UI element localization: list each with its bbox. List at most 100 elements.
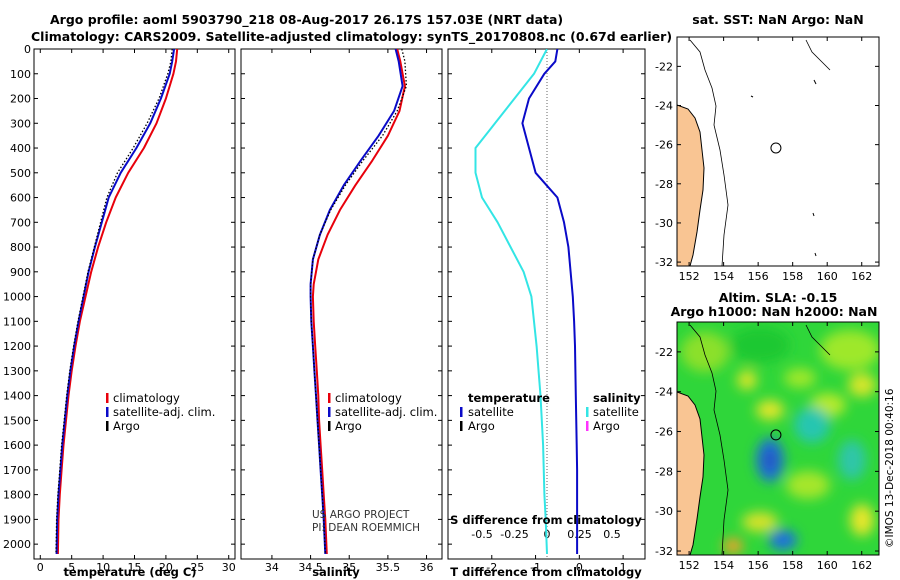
australia-land [677,104,705,266]
sla-blob [769,530,797,550]
imos-credit: ©IMOS 13-Dec-2018 00:40:16 [884,388,896,548]
sst-map-frame [676,36,880,267]
s-difference-axis: -0.5 -0.25 0 0.25 0.5 [471,528,620,541]
sla-blob [681,332,729,372]
x-tick-label: 34 [265,561,279,574]
sla-blob [794,407,830,443]
s-difference-label: S difference from climatology [450,513,642,527]
depth-tick-label: 1000 [3,291,31,304]
s-tick-label: 0.5 [603,528,621,541]
diff-legend-swatch-s-satellite [586,407,589,417]
lon-tick-label: 160 [817,270,838,283]
x-tick-label: 15 [128,561,142,574]
x-tick-label: 35.5 [376,561,401,574]
sst-map-title: sat. SST: NaN Argo: NaN [692,12,863,27]
difference-plot-frame [447,48,646,560]
series-line-climatology [311,49,406,555]
depth-tick-label: 500 [10,167,31,180]
reef-contour-5 [814,252,817,257]
x-tick-label: 36 [420,561,434,574]
diff-legend-swatch-t-argo [460,421,463,431]
lon-tick-label: 152 [679,270,700,283]
temperature-legend: climatology satellite-adj. clim. Argo [106,391,215,433]
lon-tick-label: 154 [713,270,734,283]
lat-tick-label: -30 [655,217,673,230]
x-tick-label: -2 [486,561,497,574]
x-tick-label: 0 [576,561,583,574]
legend-temperature-title: temperature [468,391,550,405]
sal-legend-argo: Argo [335,419,362,433]
sst-map: sat. SST: NaN Argo: NaN 152 154 156 158 160 1… [655,12,880,283]
x-tick-label: 30 [222,561,236,574]
lat-tick-label: -32 [655,545,673,558]
reef-contour-3 [750,95,754,98]
diff-legend-swatch-t-satellite [460,407,463,417]
sst-map-sea [677,37,879,266]
project-annotation-line1: US ARGO PROJECT [312,509,410,521]
lon-tick-label: 158 [782,559,803,572]
lat-tick-label: -26 [655,426,673,439]
legend-satellite-adj: satellite-adj. clim. [113,405,215,419]
sla-blob [742,512,778,532]
depth-axis: 0 100 200 300 400 500 600 700 800 900 1000 1100 1200… [3,43,235,551]
t-difference-x-axis: -2 -1 0 1 [486,49,627,574]
lat-tick-label: -24 [655,100,673,113]
legend-s-satellite: satellite [593,405,639,419]
reef-contour-1 [805,39,831,71]
lon-tick-label: 156 [748,559,769,572]
lon-tick-label: 152 [679,559,700,572]
lat-tick-label: -24 [655,386,673,399]
altimetry-map: Altim. SLA: -0.15 Argo h1000: NaN h2000:… [655,290,880,572]
series-line-temperature-satellite [521,49,579,554]
depth-tick-label: 400 [10,142,31,155]
difference-legend: temperature satellite Argo salinity sate… [460,391,641,433]
depth-tick-label: 1300 [3,365,31,378]
salinity-x-label: salinity [312,565,360,579]
lon-tick-label: 158 [782,270,803,283]
sla-blob [730,327,790,363]
sla-reef-contour [805,324,831,356]
x-tick-label: 0 [37,561,44,574]
sal-legend-climatology: climatology [335,391,402,405]
sla-isobath-contour [689,324,729,555]
sla-blob [850,504,874,536]
depth-tick-label: 1800 [3,489,31,502]
lon-tick-label: 156 [748,270,769,283]
depth-tick-label: 800 [10,241,31,254]
legend-swatch-climatology [106,393,109,403]
lon-tick-label: 162 [851,270,872,283]
lon-tick-label: 154 [713,559,734,572]
altimetry-title-line-2: Argo h1000: NaN h2000: NaN [671,304,878,319]
salinity-legend: climatology satellite-adj. clim. Argo [328,391,437,433]
temperature-x-label: temperature (deg C) [63,565,196,579]
sla-blob [838,440,866,480]
legend-swatch-satellite [106,407,109,417]
depth-tick-label: 1500 [3,414,31,427]
difference-depth-ticks [448,48,645,545]
sla-blob [820,330,879,370]
sal-legend-swatch-satellite [328,407,331,417]
depth-tick-label: 700 [10,216,31,229]
lat-tick-label: -30 [655,505,673,518]
sla-blob [723,538,743,554]
diff-legend-swatch-s-argo [586,421,589,431]
argo-float-location-marker-2 [770,429,782,441]
s-tick-label: 0.25 [567,528,592,541]
legend-t-satellite: satellite [468,405,514,419]
title-line-2: Climatology: CARS2009. Satellite-adjuste… [31,29,672,45]
series-line-salinity-satellite [474,49,548,555]
lat-tick-label: -28 [655,178,673,191]
depth-tick-label: 1100 [3,315,31,328]
sla-blob [784,368,816,388]
sal-legend-swatch-argo [328,421,331,431]
depth-tick-label: 200 [10,93,31,106]
legend-t-argo: Argo [468,419,495,433]
salinity-depth-ticks [241,48,442,545]
salinity-panel: 34 34.5 35 35.5 36 salinity climatology sate… [240,48,443,579]
depth-tick-label: 1900 [3,513,31,526]
depth-tick-label: 1600 [3,439,31,452]
series-line-climatology [56,49,179,555]
lon-tick-label: 160 [817,559,838,572]
x-tick-label: 20 [159,561,173,574]
